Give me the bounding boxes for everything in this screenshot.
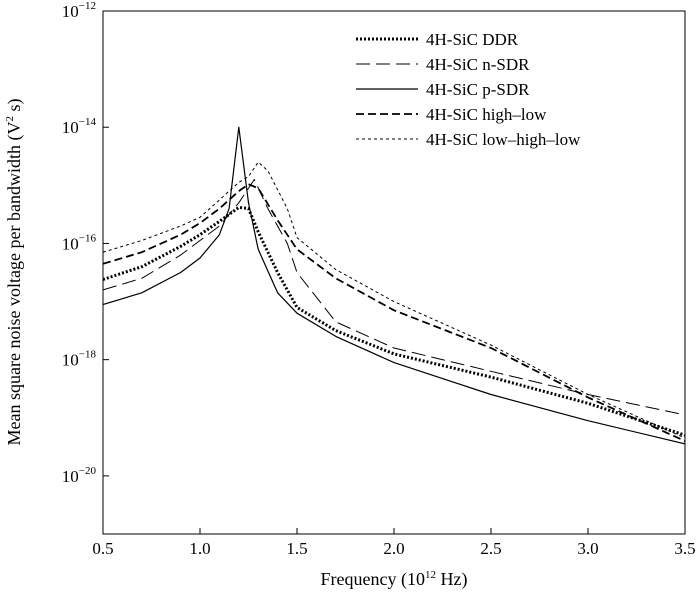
series-line-1 <box>103 205 685 437</box>
x-axis-title: Frequency (1012 Hz) <box>321 569 468 590</box>
x-tick-label: 1.0 <box>189 539 210 558</box>
ticks-layer: 0.5 1.0 1.5 2.0 2.5 3.0 3.5 10−12 10−14 10−16 10−1… <box>62 0 696 558</box>
series-line-5 <box>103 161 685 439</box>
x-tick-label: 3.5 <box>674 539 695 558</box>
legend-label-5: 4H-SiC low–high–low <box>426 130 581 149</box>
series-line-3 <box>103 126 685 445</box>
x-tick-label: 2.0 <box>383 539 404 558</box>
x-tick-label: 1.5 <box>286 539 307 558</box>
legend-label-4: 4H-SiC high–low <box>426 105 547 124</box>
x-tick-label: 3.0 <box>577 539 598 558</box>
legend-label-1: 4H-SiC DDR <box>426 30 519 49</box>
series-line-4 <box>103 183 685 442</box>
series-layer <box>103 126 685 445</box>
x-tick-label: 2.5 <box>480 539 501 558</box>
x-tick-label: 0.5 <box>92 539 113 558</box>
y-tick-label: 10−14 <box>62 116 97 137</box>
y-tick-label: 10−12 <box>62 0 96 21</box>
series-line-2 <box>103 179 685 416</box>
legend-label-2: 4H-SiC n-SDR <box>426 55 530 74</box>
y-tick-label: 10−18 <box>62 349 97 370</box>
y-tick-label: 10−20 <box>62 465 97 486</box>
legend: 4H-SiC DDR 4H-SiC n-SDR 4H-SiC p-SDR 4H-SiC… <box>356 30 581 149</box>
legend-label-3: 4H-SiC p-SDR <box>426 80 530 99</box>
y-tick-label: 10−16 <box>62 232 97 253</box>
y-axis-title: Mean square noise voltage per bandwidth … <box>4 99 25 446</box>
